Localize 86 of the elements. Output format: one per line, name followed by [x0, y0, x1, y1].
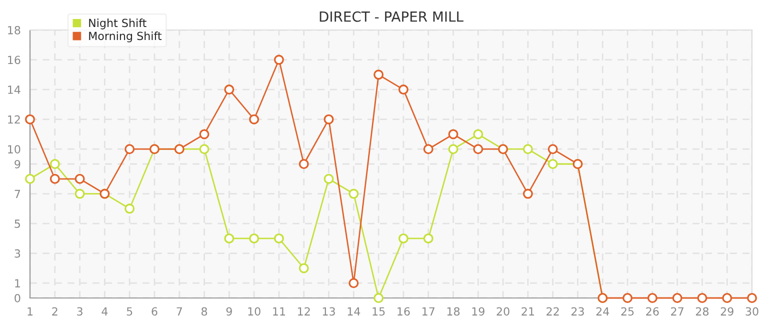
- point: [423, 233, 434, 244]
- x-tick-label: 2: [52, 307, 58, 316]
- point: [747, 293, 757, 303]
- x-tick-label: 8: [201, 307, 208, 316]
- point: [522, 188, 533, 199]
- point: [374, 293, 384, 303]
- x-tick-label: 9: [226, 307, 232, 316]
- point: [324, 114, 334, 124]
- point: [25, 174, 35, 184]
- chart-title: DIRECT - PAPER MILL: [320, 11, 464, 22]
- x-tick-label: 30: [746, 307, 758, 316]
- y-tick-label: 7: [14, 190, 20, 198]
- point: [522, 144, 533, 154]
- point: [348, 188, 359, 199]
- x-tick-label: 16: [398, 307, 410, 316]
- y-tick-label: 10: [8, 145, 20, 154]
- x-tick-label: 3: [77, 307, 82, 316]
- x-tick-label: 17: [422, 307, 434, 316]
- x-tick-label: 5: [126, 307, 132, 316]
- point: [274, 54, 284, 65]
- point: [124, 144, 135, 154]
- x-tick-label: 26: [646, 307, 659, 316]
- point: [249, 114, 260, 124]
- point: [224, 233, 234, 244]
- point: [199, 144, 210, 154]
- point: [50, 159, 60, 169]
- point: [398, 84, 408, 95]
- x-tick-label: 4: [102, 307, 108, 316]
- point: [473, 144, 484, 154]
- x-tick-label: 1: [28, 307, 33, 316]
- point: [448, 144, 458, 154]
- x-tick-label: 7: [176, 307, 182, 316]
- y-tick-label: 16: [8, 56, 20, 64]
- x-tick-label: 10: [248, 307, 260, 316]
- x-tick-label: 19: [472, 307, 484, 316]
- x-tick-label: 27: [671, 307, 684, 316]
- y-tick-label: 14: [8, 86, 20, 94]
- point: [50, 174, 60, 184]
- x-tick-label: 25: [621, 307, 634, 316]
- y-tick-label: 9: [14, 160, 20, 168]
- point: [298, 159, 309, 169]
- x-tick-label: 12: [298, 307, 310, 316]
- legend-label: Night Shift: [89, 18, 146, 30]
- point: [697, 293, 708, 303]
- x-tick-label: 13: [322, 307, 335, 316]
- point: [224, 84, 234, 95]
- x-tick-label: 14: [348, 307, 360, 316]
- point: [324, 174, 334, 184]
- x-tick-label: 18: [447, 307, 460, 316]
- point: [647, 293, 658, 303]
- y-tick-label: 0: [14, 294, 20, 302]
- x-tick-label: 6: [152, 307, 158, 316]
- x-tick-label: 23: [571, 307, 584, 316]
- legend-label: Morning Shift: [89, 32, 162, 42]
- x-tick-label: 29: [720, 307, 734, 316]
- point: [473, 129, 484, 140]
- point: [25, 114, 35, 124]
- point: [548, 159, 558, 169]
- point: [74, 174, 85, 184]
- y-tick-label: 5: [14, 220, 20, 228]
- y-tick-label: 12: [8, 115, 20, 124]
- x-tick-label: 28: [696, 307, 709, 316]
- x-tick-label: 21: [522, 307, 534, 316]
- point: [423, 144, 434, 154]
- x-tick-label: 24: [596, 307, 610, 316]
- point: [124, 204, 135, 214]
- point: [448, 129, 458, 140]
- y-tick-label: 1: [15, 279, 20, 288]
- point: [298, 263, 309, 274]
- point: [548, 144, 558, 154]
- point: [374, 70, 384, 80]
- point: [398, 233, 408, 244]
- y-tick-label: 3: [14, 249, 20, 258]
- point: [249, 233, 260, 244]
- x-tick-label: 22: [546, 307, 559, 316]
- x-tick-label: 20: [496, 307, 510, 316]
- point: [274, 233, 284, 244]
- x-tick-label: 15: [372, 307, 385, 316]
- point: [722, 293, 732, 303]
- point: [672, 293, 682, 303]
- point: [199, 129, 210, 140]
- point: [622, 293, 633, 303]
- x-tick-label: 11: [273, 307, 286, 316]
- point: [348, 278, 359, 288]
- y-tick-label: 18: [8, 26, 20, 34]
- point: [74, 188, 85, 199]
